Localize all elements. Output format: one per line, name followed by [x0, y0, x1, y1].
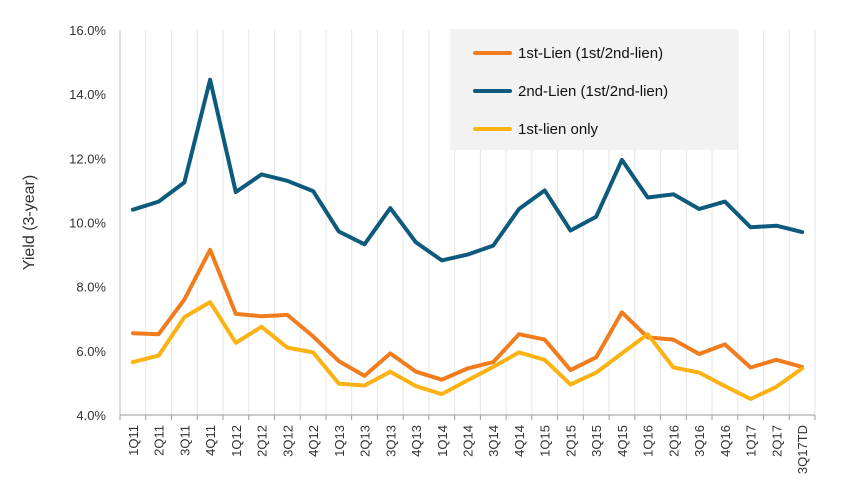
x-tick-label: 4Q12 [306, 425, 321, 457]
x-tick-label: 1Q12 [229, 425, 244, 457]
x-tick-label: 2Q15 [563, 425, 578, 457]
x-tick-label: 3Q17TD [795, 425, 810, 474]
x-tick-label: 1Q14 [435, 425, 450, 457]
x-tick-label: 4Q13 [409, 425, 424, 457]
series-line-1st-lien-only [130, 300, 805, 401]
x-tick-label: 3Q11 [177, 425, 192, 456]
y-axis-ticks: 4.0% 6.0% 8.0% 10.0% 12.0% 14.0% 16.0% [69, 23, 106, 423]
series-line-2nd-lien-1st-2nd-lien [130, 77, 805, 263]
x-tick-label: 2Q16 [666, 425, 681, 457]
series-lines [130, 77, 805, 401]
x-tick-label: 1Q11 [126, 425, 141, 456]
x-tick-label: 2Q14 [461, 425, 476, 457]
x-tick-label: 1Q16 [641, 425, 656, 457]
x-tick-label: 3Q15 [589, 425, 604, 457]
x-tick-label: 2Q17 [769, 425, 784, 457]
x-axis-ticks: 1Q11 2Q11 3Q11 4Q11 1Q12 2Q12 3Q12 4Q12 1Q13 2Q13… [119, 415, 816, 474]
y-tick-label: 14.0% [69, 87, 106, 102]
x-tick-label: 3Q14 [486, 425, 501, 457]
y-tick-label: 10.0% [69, 216, 106, 231]
legend-label: 2nd-Lien (1st/2nd-lien) [518, 83, 668, 100]
x-tick-label: 1Q17 [744, 425, 759, 457]
x-tick-label: 4Q16 [718, 425, 733, 457]
x-tick-label: 1Q13 [332, 425, 347, 457]
y-tick-label: 8.0% [76, 280, 106, 295]
y-tick-label: 12.0% [69, 151, 106, 166]
legend: 1st-Lien (1st/2nd-lien) 2nd-Lien (1st/2nd… [450, 29, 737, 150]
x-tick-label: 3Q13 [383, 425, 398, 457]
y-tick-label: 6.0% [76, 344, 106, 359]
x-tick-label: 4Q11 [203, 425, 218, 456]
x-tick-label: 3Q16 [692, 425, 707, 457]
x-tick-label: 4Q14 [512, 425, 527, 457]
x-tick-label: 3Q12 [280, 425, 295, 457]
legend-label: 1st-Lien (1st/2nd-lien) [518, 45, 663, 62]
x-tick-label: 2Q13 [358, 425, 373, 457]
series-line-1st-lien-1st-2nd-lien [130, 247, 805, 382]
x-tick-label: 2Q12 [255, 425, 270, 457]
legend-label: 1st-lien only [518, 121, 599, 138]
x-tick-label: 2Q11 [152, 425, 167, 456]
y-tick-label: 4.0% [76, 408, 106, 423]
x-tick-label: 4Q15 [615, 425, 630, 457]
y-tick-label: 16.0% [69, 23, 106, 38]
x-tick-label: 1Q15 [538, 425, 553, 457]
y-axis-title: Yield (3-year) [21, 175, 38, 270]
